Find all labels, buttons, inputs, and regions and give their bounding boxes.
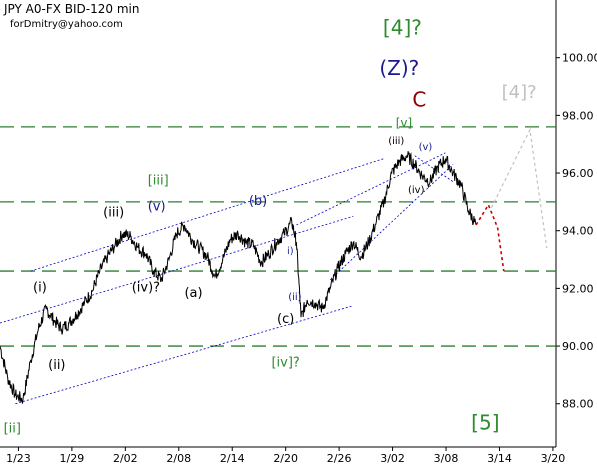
y-tick-label: 98.00: [562, 109, 594, 122]
x-tick-label: 3/02: [380, 452, 405, 465]
x-tick-label: 2/20: [273, 452, 298, 465]
x-tick-label: 3/08: [434, 452, 459, 465]
wave-label: [ii]: [4, 422, 21, 437]
channel-line-0: [30, 158, 385, 272]
wave-label: (iv)?: [132, 280, 160, 295]
wave-label: i): [287, 246, 294, 257]
y-tick-label: 92.00: [562, 282, 594, 295]
channel-line-2: [15, 305, 354, 405]
x-tick-label: 2/26: [327, 452, 352, 465]
wave-label: (v): [419, 142, 433, 153]
x-tick-label: 2/02: [113, 452, 138, 465]
wave-label: [4]?: [383, 16, 422, 40]
wave-label: (iv): [408, 185, 425, 196]
wave-label: [4]?: [502, 82, 537, 103]
wave-label: (i): [33, 280, 47, 295]
y-tick-label: 90.00: [562, 340, 594, 353]
forecast-red: [475, 203, 505, 272]
wave-label: (ii): [288, 292, 301, 303]
wave-label: C: [412, 88, 426, 112]
y-tick-label: 88.00: [562, 398, 594, 411]
channel-line-1: [0, 215, 354, 324]
channel-line-4: [296, 152, 446, 226]
x-tick-label: 3/20: [541, 452, 566, 465]
y-tick-label: 96.00: [562, 167, 594, 180]
x-tick-label: 2/14: [220, 452, 245, 465]
wave-label: (a): [184, 286, 202, 301]
chart-title: JPY A0-FX BID-120 min: [4, 2, 140, 16]
x-tick-label: 1/23: [6, 452, 31, 465]
x-tick-label: 2/08: [166, 452, 191, 465]
wave-label: (b): [249, 194, 267, 209]
price-line: [0, 151, 477, 404]
wave-label: [5]: [471, 411, 499, 435]
channel-line-3: [329, 164, 454, 281]
wave-label: (ii): [48, 358, 65, 373]
x-tick-label: 3/14: [487, 452, 512, 465]
wave-label: (c): [277, 312, 294, 327]
wave-label: [v]: [396, 116, 412, 130]
y-tick-label: 100.00: [562, 52, 597, 65]
wave-label: [iii]: [148, 174, 169, 189]
forecast-gray: [490, 127, 548, 249]
wave-label: (Z)?: [379, 56, 419, 80]
y-tick-label: 94.00: [562, 225, 594, 238]
wave-label: (iii): [103, 205, 124, 220]
wave-label: [iv]?: [271, 355, 299, 370]
chart-author: forDmitry@yahoo.com: [10, 19, 123, 30]
x-tick-label: 1/29: [60, 452, 85, 465]
wave-label: (iii): [388, 136, 404, 147]
wave-label: (v): [148, 200, 166, 215]
